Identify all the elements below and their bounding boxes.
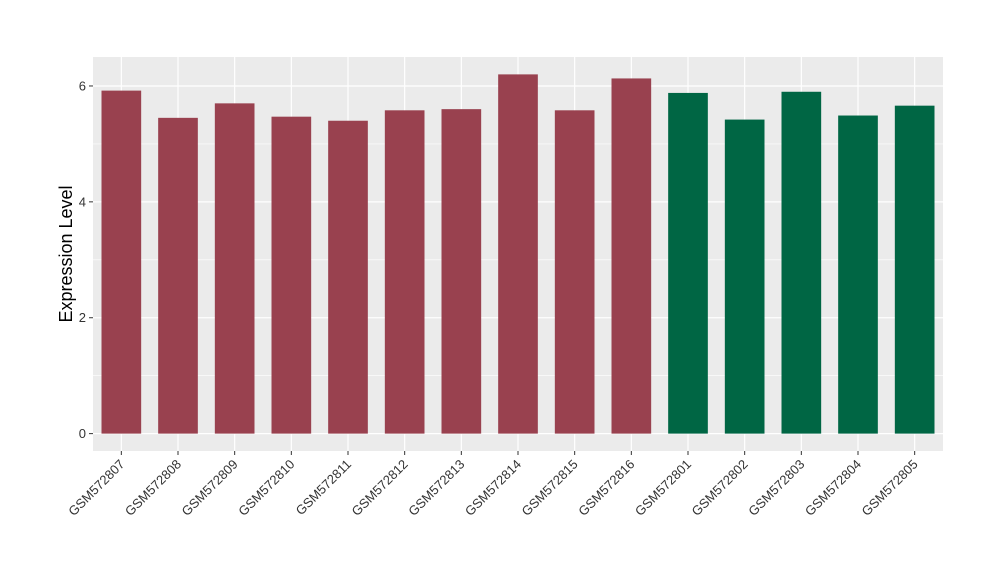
bar-GSM572803 <box>781 91 822 434</box>
bars <box>101 74 935 434</box>
bar-GSM572807 <box>101 90 142 434</box>
bar-GSM572811 <box>328 120 368 434</box>
x-tick-label: GSM572807 <box>65 457 127 519</box>
bar-GSM572808 <box>158 117 198 434</box>
bar-GSM572814 <box>498 74 538 434</box>
bar-GSM572804 <box>838 115 878 434</box>
x-axis: GSM572807GSM572808GSM572809GSM572810GSM5… <box>65 451 921 519</box>
y-tick-label: 0 <box>79 426 86 441</box>
bar-GSM572802 <box>724 119 765 434</box>
x-tick-label: GSM572814 <box>462 457 524 519</box>
bar-GSM572809 <box>214 103 255 434</box>
bar-GSM572813 <box>441 109 482 434</box>
y-axis-title: Expression Level <box>56 185 76 322</box>
bar-GSM572815 <box>554 110 595 434</box>
x-tick-label: GSM572811 <box>293 457 355 519</box>
x-tick-label: GSM572803 <box>745 457 807 519</box>
x-tick-label: GSM572805 <box>859 457 921 519</box>
x-tick-label: GSM572815 <box>519 457 581 519</box>
bar-GSM572801 <box>668 92 708 434</box>
x-tick-label: GSM572813 <box>405 457 467 519</box>
x-tick-label: GSM572802 <box>689 457 751 519</box>
bar-GSM572805 <box>894 105 935 434</box>
x-tick-label: GSM572810 <box>235 457 297 519</box>
bar-GSM572812 <box>384 110 425 434</box>
x-tick-label: GSM572801 <box>632 457 694 519</box>
x-tick-label: GSM572812 <box>349 457 411 519</box>
bar-GSM572816 <box>611 78 652 434</box>
bar-GSM572810 <box>271 116 312 434</box>
y-tick-label: 6 <box>79 78 86 93</box>
x-tick-label: GSM572804 <box>802 457 864 519</box>
y-tick-label: 4 <box>79 194 86 209</box>
x-tick-label: GSM572808 <box>122 457 184 519</box>
x-tick-label: GSM572816 <box>575 457 637 519</box>
y-tick-label: 2 <box>79 310 86 325</box>
x-tick-label: GSM572809 <box>179 457 241 519</box>
y-axis: 0 2 4 6 <box>79 78 93 441</box>
